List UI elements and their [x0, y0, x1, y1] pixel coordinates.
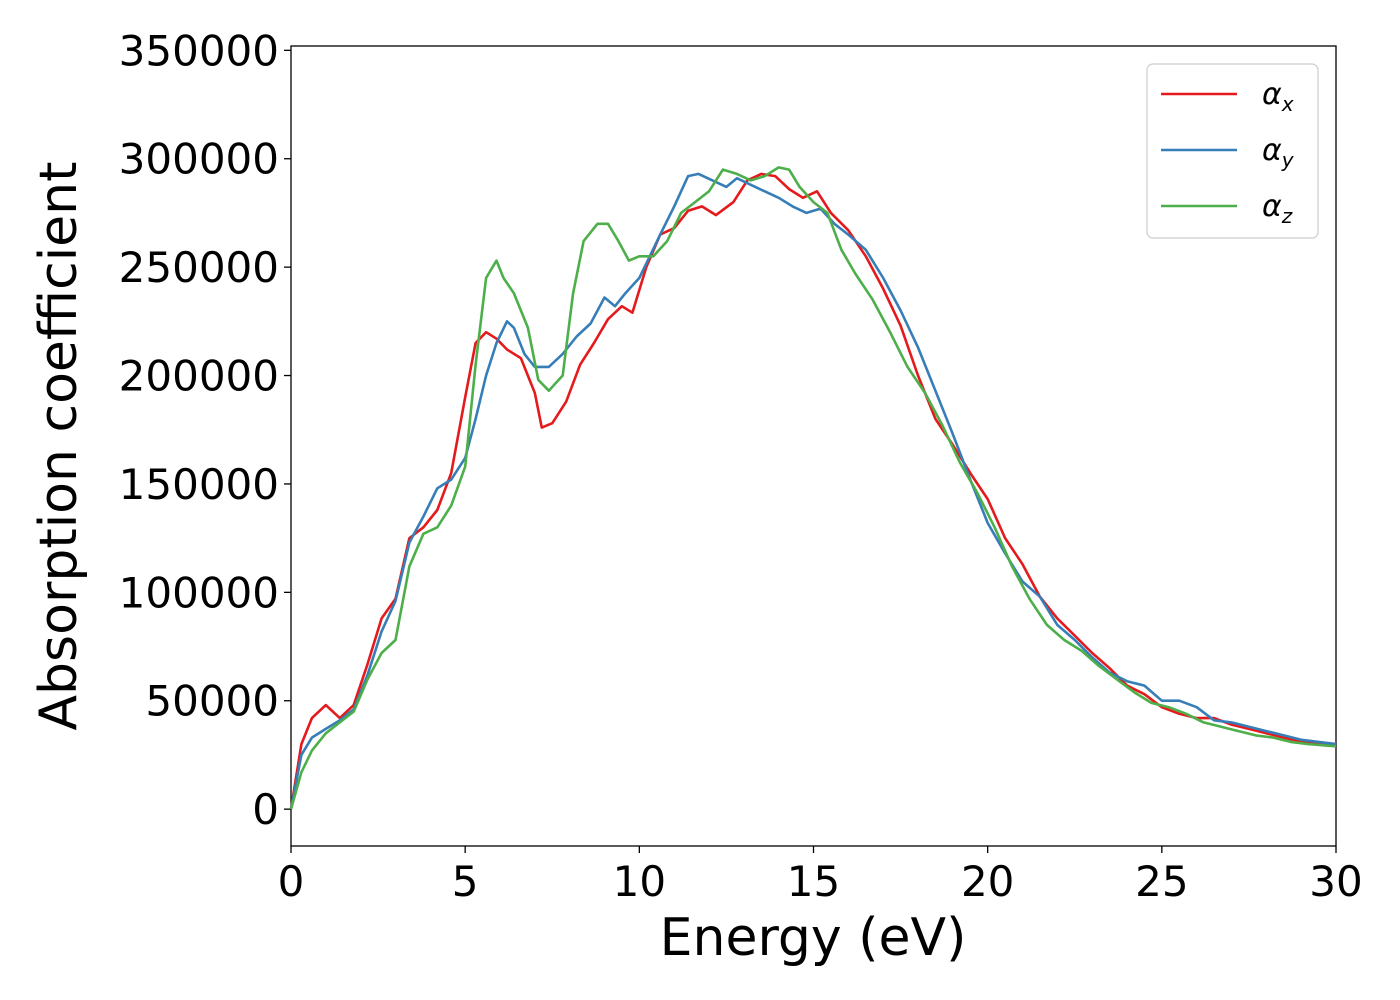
y-tick-label: 350000: [119, 26, 279, 75]
x-axis-label: Energy (eV): [660, 908, 967, 968]
y-tick-label: 200000: [119, 352, 279, 401]
y-tick-label: 100000: [119, 568, 279, 617]
x-tick-label: 10: [613, 857, 666, 906]
x-tick-label: 30: [1309, 857, 1362, 906]
y-tick-label: 250000: [119, 243, 279, 292]
axis-ticks: 0 5 10 15 20 25 30 0 50000 100000 150000 200000 2500…: [119, 26, 1363, 906]
x-tick-label: 0: [278, 857, 305, 906]
x-tick-label: 25: [1135, 857, 1188, 906]
x-tick-label: 15: [787, 857, 840, 906]
y-tick-label: 50000: [145, 677, 279, 726]
series-line-x: [289, 172, 1337, 810]
series-line-y: [289, 172, 1337, 810]
y-tick-label: 150000: [119, 460, 279, 509]
series-lines: [289, 166, 1337, 810]
y-axis-label: Absorption coefficient: [29, 161, 89, 730]
series-line-z: [289, 166, 1337, 810]
x-tick-label: 5: [452, 857, 479, 906]
x-tick-label: 20: [961, 857, 1014, 906]
y-tick-label: 300000: [119, 135, 279, 184]
y-tick-label: 0: [252, 785, 279, 834]
